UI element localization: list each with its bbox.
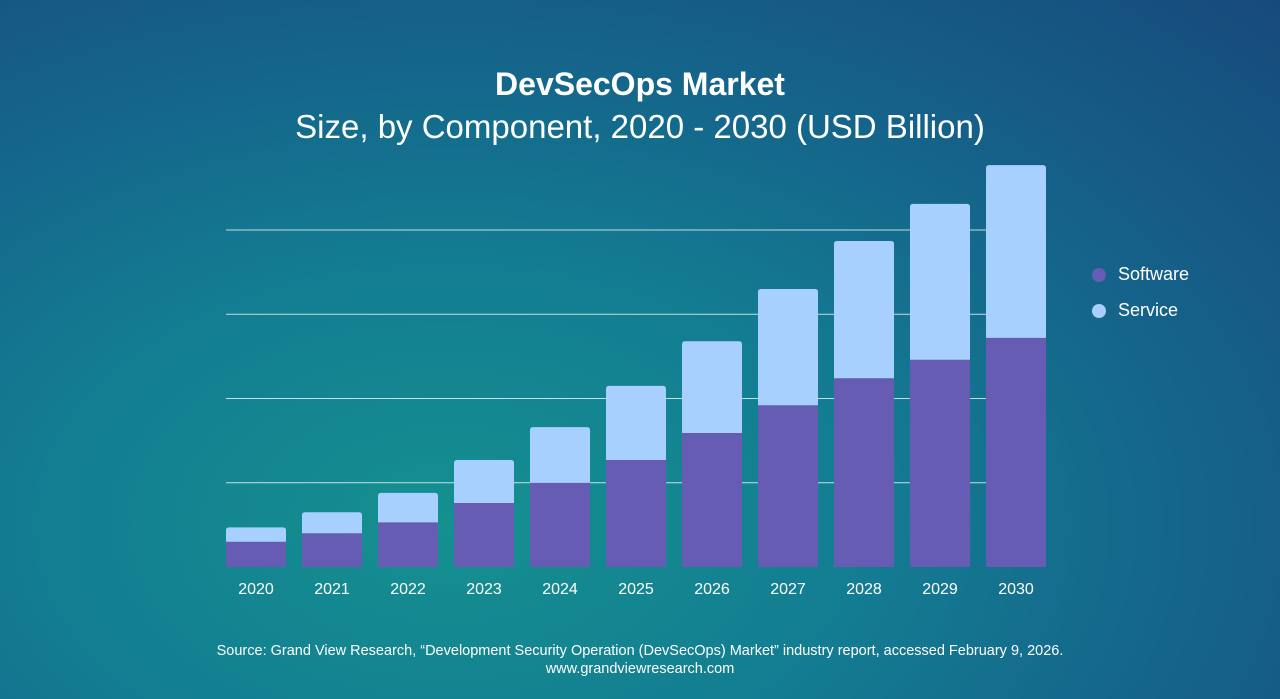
bar-software-2021 [302, 533, 362, 567]
bar-service-2026 [682, 341, 742, 434]
bar-software-2024 [530, 482, 590, 567]
bar-service-2025 [606, 385, 666, 461]
source-note: Source: Grand View Research, “Developmen… [0, 642, 1280, 678]
x-tick-label: 2025 [618, 581, 654, 598]
bar-software-2026 [682, 433, 742, 567]
bar-service-2023 [454, 460, 514, 503]
bar-service-2022 [378, 492, 438, 523]
bar-service-2029 [910, 203, 970, 360]
legend-label-service: Service [1118, 300, 1179, 320]
bar-software-2025 [606, 460, 666, 567]
bar-service-2027 [758, 288, 818, 406]
chart-title: DevSecOps Market [495, 66, 785, 102]
bar-service-2021 [302, 512, 362, 534]
chart-subtitle: Size, by Component, 2020 - 2030 (USD Bil… [295, 108, 985, 145]
x-tick-label: 2029 [922, 581, 958, 598]
bar-service-2024 [530, 427, 590, 483]
x-tick-label: 2024 [542, 581, 578, 598]
legend-service: Service [1092, 300, 1178, 321]
legend-software: Software [1092, 264, 1189, 285]
legend-swatch-service [1092, 303, 1106, 318]
website-text: www.grandviewresearch.com [545, 661, 735, 677]
x-tick-label: 2020 [238, 581, 274, 598]
source-text: Source: Grand View Research, “Developmen… [216, 643, 1064, 659]
x-tick-label: 2021 [314, 581, 350, 598]
bar-software-2023 [454, 502, 514, 567]
bar-software-2027 [758, 405, 818, 567]
legend-swatch-software [1092, 267, 1106, 282]
x-tick-label: 2022 [390, 581, 426, 598]
x-tick-label: 2027 [770, 581, 806, 598]
bar-software-2022 [378, 522, 438, 567]
bar-service-2030 [986, 165, 1046, 338]
x-tick-label: 2026 [694, 581, 730, 598]
bar-software-2030 [986, 337, 1046, 567]
x-tick-label: 2023 [466, 581, 502, 598]
legend-label-software: Software [1118, 264, 1190, 284]
bar-software-2020 [226, 541, 286, 567]
bar-software-2029 [910, 359, 970, 567]
x-tick-label: 2030 [998, 581, 1034, 598]
bar-service-2028 [834, 240, 894, 379]
bar-service-2020 [226, 527, 286, 542]
bar-software-2028 [834, 378, 894, 567]
x-tick-label: 2028 [846, 581, 882, 598]
